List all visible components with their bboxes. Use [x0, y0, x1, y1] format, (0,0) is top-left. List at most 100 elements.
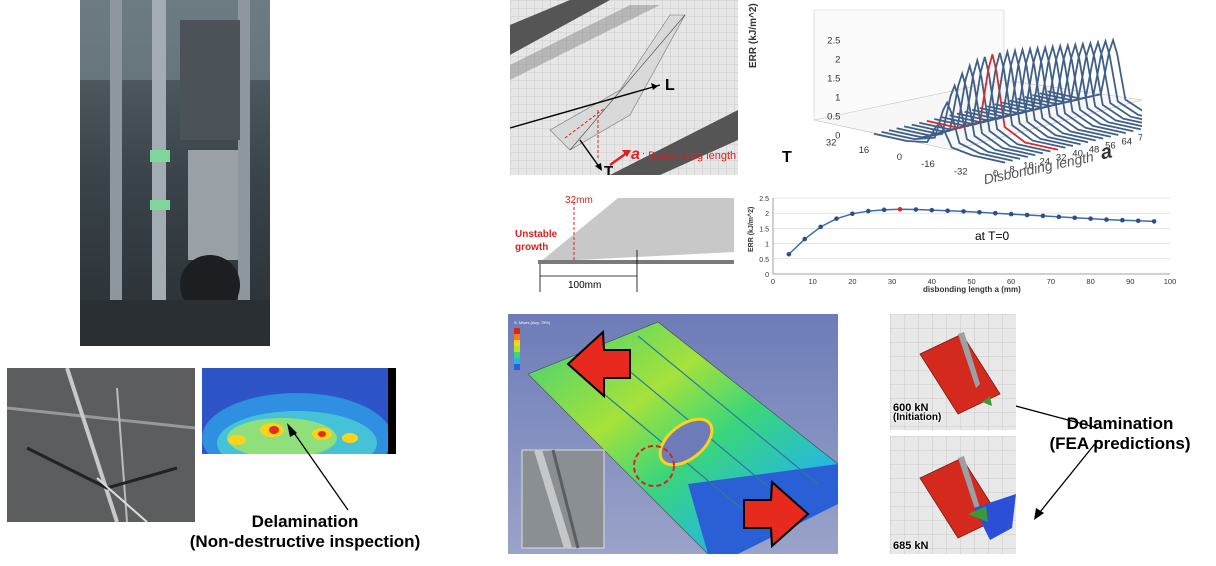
fea-contour-panel: S, Mises (Avg: 75%)	[508, 314, 838, 554]
err-line-x-tick: 20	[848, 277, 856, 286]
err-line-y-tick: 1.5	[759, 226, 769, 233]
fea-label-line1: Delamination	[1066, 414, 1174, 433]
err-line-point	[929, 207, 935, 213]
err-3d-a-tick: 48	[1089, 144, 1100, 155]
test-rig-photo	[80, 0, 270, 346]
err-line-x-tick: 40	[928, 277, 936, 286]
crack-symbol: a	[631, 146, 640, 163]
err-3d-z-tick: 2	[835, 55, 840, 66]
err-line-y-tick: 2	[765, 211, 769, 218]
err-line-point	[1072, 215, 1078, 221]
err-3d-z-tick: 1	[835, 93, 840, 104]
err-3d-t-ticks: 32 16 0 -16 -32	[826, 138, 968, 178]
err-line-x-tick: 0	[771, 277, 775, 286]
load-685-label: 685 kN	[893, 540, 929, 552]
err-3d-t-tick: 32	[826, 138, 837, 149]
err-3d-a-tick: 8	[1009, 164, 1014, 175]
err-line-point	[1008, 211, 1014, 217]
err-3d-t-label: T	[782, 149, 792, 166]
err-3d-t-tick: 0	[897, 152, 902, 163]
fea-inset-600: 600 kN (Initiation)	[890, 314, 1016, 430]
err-line-point	[1088, 216, 1093, 221]
err-line-point	[1120, 217, 1125, 223]
err-3d-xlabel-symbol: a	[1099, 140, 1114, 164]
err-line-series	[788, 208, 1155, 255]
err-line-y-tick: 2.5	[759, 196, 769, 203]
dim-100-label: 100mm	[568, 280, 601, 291]
err-line-y-tick: 1	[765, 242, 769, 249]
err-line-x-tick: 60	[1007, 277, 1015, 286]
err-line-point	[818, 224, 823, 230]
err-3d-t-tick: -16	[921, 159, 935, 170]
load-600-label: 600 kN (Initiation)	[893, 402, 941, 423]
err-line-point	[913, 207, 919, 212]
err-3d-z-tick: 0	[835, 131, 840, 142]
err-3d-a-tick: 40	[1072, 148, 1083, 159]
profile-diagram: 32mm Unstable growth 100mm	[508, 190, 738, 300]
err-line-x-tick: 30	[888, 277, 896, 286]
fea-inset-685: 685 kN	[890, 436, 1016, 554]
err-3d-a-tick: 56	[1105, 140, 1116, 151]
err-line-point	[897, 206, 903, 212]
err-3d-a-tick: 32	[1056, 152, 1067, 163]
err-line-point	[865, 208, 871, 214]
unstable-line1: Unstable	[515, 229, 558, 240]
err-line-point	[1135, 218, 1141, 224]
err-3d-t-tick: -32	[954, 166, 968, 177]
err-line-point	[945, 208, 950, 214]
crack-label: : Disbonding length	[642, 150, 736, 162]
err-line-y-ticks: 0 0.5 1 1.5 2 2.5	[759, 196, 769, 279]
err-line-point	[1056, 214, 1062, 220]
err-line-x-tick: 70	[1047, 277, 1055, 286]
err-line-x-tick: 50	[967, 277, 975, 286]
err-line-markers	[786, 206, 1157, 257]
fea-contour-legend	[514, 328, 520, 370]
err-3d-ylabel: ERR (kJ/m^2)	[748, 3, 759, 68]
err-line-point	[850, 211, 855, 217]
err-line-point	[1104, 217, 1109, 222]
mesh-diagram: L T a : Disbonding length	[509, 0, 738, 180]
err-3d-t-tick: 16	[859, 145, 870, 156]
fea-legend-swatch	[514, 328, 520, 334]
dim-32-label: 32mm	[565, 195, 593, 206]
err-line-xlabel: disbonding length a (mm)	[923, 285, 1021, 294]
err-3d-ridge	[1047, 37, 1179, 122]
fea-legend-swatch	[514, 340, 520, 346]
err-3d-z-ticks: 0 0.5 1 1.5 2 2.5	[827, 36, 840, 142]
fea-legend-swatch	[514, 364, 520, 370]
damage-photo	[7, 368, 195, 522]
err-3d-chart: 0 0.5 1 1.5 2 2.5 32 16 0 -16 -32 0 8 16 24 32 40 48 56 6…	[742, 0, 1198, 187]
load-600-value: 600 kN	[893, 402, 929, 414]
err-line-point	[834, 216, 839, 221]
ndi-delamination-label: Delamination (Non-destructive inspection…	[160, 512, 450, 552]
err-line-x-tick: 10	[809, 277, 817, 286]
err-line-point	[977, 209, 982, 215]
fea-legend-swatch	[514, 346, 520, 352]
err-line-ylabel: ERR (kJ/m^2)	[747, 207, 755, 252]
fea-legend-swatch	[514, 352, 520, 358]
err-line-y-tick: 0.5	[759, 257, 769, 264]
err-3d-z-tick: 2.5	[827, 36, 840, 47]
err-3d-z-tick: 1.5	[827, 74, 840, 85]
err-line-x-ticks: 0 10 20 30 40 50 60 70 80 90 100	[771, 277, 1176, 286]
err-line-point	[786, 251, 792, 257]
err-3d-a-tick: 16	[1023, 160, 1034, 171]
err-line-chart: 0 0.5 1 1.5 2 2.5 0 10 20 30 40 50 60 70 80 90 100 at T…	[745, 188, 1185, 298]
fea-legend-swatch	[514, 334, 520, 340]
err-line-point	[802, 236, 808, 242]
err-line-annotation: at T=0	[975, 229, 1009, 243]
ndi-label-line1: Delamination	[251, 512, 359, 531]
err-3d-a-tick: 64	[1122, 136, 1133, 147]
load-600-sub: (Initiation)	[893, 412, 942, 423]
err-line-x-tick: 90	[1126, 277, 1134, 286]
fea-legend-title: S, Mises (Avg: 75%)	[514, 320, 551, 325]
err-line-point	[1151, 219, 1157, 224]
err-line-x-tick: 80	[1086, 277, 1094, 286]
ndi-scan-image	[202, 368, 396, 483]
err-3d-z-tick: 0.5	[827, 112, 840, 123]
fea-label-line2: (FEA predictions)	[1049, 434, 1191, 453]
err-line-point	[993, 210, 998, 216]
err-line-grid	[772, 197, 1170, 275]
err-line-point	[881, 207, 887, 213]
err-3d-a-tick: 0	[993, 168, 998, 179]
